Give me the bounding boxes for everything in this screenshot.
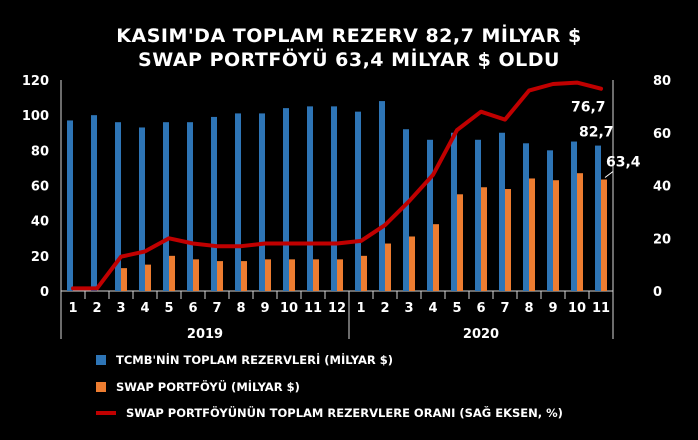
x-tick-label-19: 8 [524,301,533,316]
bar-reserves-5 [187,122,193,291]
bar-swap-22 [601,179,607,291]
legend-item-swap: SWAP PORTFÖYÜ (MİLYAR $) [96,377,300,397]
bar-swap-2 [121,268,127,291]
x-tick-label-0: 1 [68,301,77,316]
year-label-2020: 2020 [463,327,499,342]
x-tick-label-20: 9 [548,301,557,316]
x-tick-label-15: 4 [428,301,437,316]
y-right-tick-label-4: 80 [653,74,671,89]
bar-reserves-12 [355,111,361,292]
bar-reserves-6 [211,116,217,291]
bar-swap-8 [265,259,271,291]
y-left-tick-label-1: 20 [31,250,49,265]
x-tick-label-22: 11 [592,301,610,316]
chart-title-line-1: KASIM'DA TOPLAM REZERV 82,7 MİLYAR $ [116,25,582,47]
bar-swap-9 [289,259,295,291]
bar-swap-4 [169,255,175,291]
legend-swatch-ratio [96,411,116,415]
x-tick-label-21: 10 [568,301,586,316]
y-left-tick-label-6: 120 [22,74,49,89]
bar-swap-15 [433,224,439,291]
x-tick-label-7: 8 [236,301,245,316]
bar-reserves-2 [115,122,121,291]
x-tick-label-18: 7 [500,301,509,316]
bar-reserves-19 [523,143,529,291]
data-label-swap: 63,4 [606,155,641,171]
data-label-swap-leader [604,171,614,178]
bar-reserves-3 [139,127,145,291]
x-tick-label-8: 9 [260,301,269,316]
x-tick-label-14: 3 [404,301,413,316]
legend-item-reserves: TCMB'NİN TOPLAM REZERVLERİ (MİLYAR $) [96,350,393,370]
bar-swap-11 [337,259,343,291]
bar-swap-6 [217,261,223,291]
bar-reserves-16 [451,132,457,291]
x-tick-label-17: 6 [476,301,485,316]
legend-label-reserves: TCMB'NİN TOPLAM REZERVLERİ (MİLYAR $) [116,353,394,367]
bar-swap-16 [457,194,463,291]
bar-swap-17 [481,187,487,291]
x-tick-label-1: 2 [92,301,101,316]
bar-reserves-11 [331,106,337,291]
y-left-tick-label-2: 40 [31,215,49,230]
x-tick-label-9: 10 [280,301,298,316]
bar-reserves-8 [259,113,265,292]
bar-reserves-21 [571,141,577,291]
bar-reserves-14 [403,129,409,291]
bar-reserves-7 [235,113,241,292]
bar-swap-21 [577,173,583,291]
bar-swap-10 [313,259,319,291]
data-label-ratio: 76,7 [571,100,606,116]
x-tick-label-4: 5 [164,301,173,316]
x-tick-label-12: 1 [356,301,365,316]
bar-swap-13 [385,243,391,291]
y-right-tick-label-2: 40 [653,180,671,195]
bar-reserves-15 [427,139,433,291]
x-tick-label-5: 6 [188,301,197,316]
y-left-tick-label-5: 100 [22,109,49,124]
y-right-tick-label-3: 60 [653,127,671,142]
x-tick-label-2: 3 [116,301,125,316]
bar-swap-18 [505,189,511,291]
y-right-tick-label-1: 20 [653,232,671,247]
bar-reserves-18 [499,132,505,291]
bar-swap-14 [409,236,415,291]
legend-label-swap: SWAP PORTFÖYÜ (MİLYAR $) [116,380,300,394]
bar-swap-20 [553,180,559,291]
data-label-reserves: 82,7 [579,125,614,141]
legend-swatch-reserves [96,355,106,365]
year-label-2019: 2019 [187,327,223,342]
bar-swap-19 [529,178,535,291]
bar-swap-5 [193,259,199,291]
x-tick-label-16: 5 [452,301,461,316]
bar-reserves-13 [379,101,385,291]
bar-reserves-22 [595,145,601,291]
x-tick-label-3: 4 [140,301,149,316]
bar-reserves-4 [163,122,169,291]
bar-swap-7 [241,261,247,291]
x-tick-label-10: 11 [304,301,322,316]
bar-reserves-9 [283,108,289,291]
bar-swap-3 [145,264,151,291]
bar-reserves-17 [475,139,481,291]
legend-swatch-swap [96,382,106,392]
x-tick-label-13: 2 [380,301,389,316]
x-tick-label-6: 7 [212,301,221,316]
y-left-tick-label-0: 0 [40,285,49,300]
line-swap-ratio [71,80,603,291]
y-left-tick-label-4: 80 [31,144,49,159]
y-left-tick-label-3: 60 [31,180,49,195]
bar-reserves-0 [67,120,73,291]
legend-item-ratio: SWAP PORTFÖYÜNÜN TOPLAM REZERVLERE ORANI… [96,403,563,423]
x-tick-label-11: 12 [328,301,346,316]
legend-label-ratio: SWAP PORTFÖYÜNÜN TOPLAM REZERVLERE ORANI… [126,406,563,420]
bar-reserves-10 [307,106,313,291]
chart-title-line-2: SWAP PORTFÖYÜ 63,4 MİLYAR $ OLDU [138,49,560,71]
bar-reserves-20 [547,150,553,291]
bar-reserves-1 [91,115,97,292]
y-right-tick-label-0: 0 [653,285,662,300]
bar-swap-12 [361,255,367,291]
